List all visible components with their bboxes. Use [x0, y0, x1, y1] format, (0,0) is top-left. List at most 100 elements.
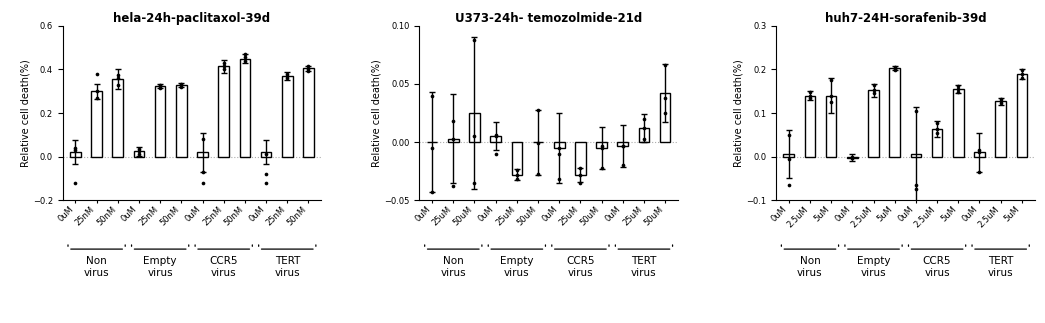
Point	[844, 154, 861, 160]
Point	[88, 71, 104, 76]
Point	[802, 93, 818, 98]
Point	[110, 76, 126, 81]
Point	[423, 145, 440, 151]
Point	[110, 82, 126, 87]
Text: CCR5
virus: CCR5 virus	[923, 256, 951, 278]
Point	[67, 180, 84, 185]
Point	[279, 73, 296, 78]
Point	[487, 132, 504, 138]
Bar	[953, 89, 963, 157]
Bar	[575, 142, 585, 175]
Point	[844, 155, 861, 160]
Point	[802, 95, 818, 100]
Point	[635, 116, 652, 121]
Point	[215, 67, 232, 72]
Point	[131, 146, 147, 151]
Point	[865, 88, 882, 93]
Point	[423, 190, 440, 195]
Point	[781, 132, 797, 138]
Point	[1014, 68, 1030, 73]
Point	[572, 165, 588, 170]
Point	[466, 37, 483, 42]
Bar	[826, 96, 836, 157]
Point	[950, 83, 967, 88]
Point	[802, 89, 818, 95]
Point	[173, 81, 190, 86]
Bar	[282, 76, 293, 157]
Point	[152, 82, 168, 87]
Point	[530, 141, 547, 146]
Point	[614, 163, 631, 168]
Point	[907, 108, 924, 113]
Bar	[805, 96, 815, 157]
Point	[194, 137, 211, 142]
Point	[886, 65, 903, 70]
Point	[865, 91, 882, 96]
Point	[194, 169, 211, 174]
Point	[423, 93, 440, 98]
Bar	[597, 142, 607, 148]
Text: CCR5
virus: CCR5 virus	[209, 256, 238, 278]
Bar	[218, 66, 229, 157]
Point	[258, 172, 275, 177]
Bar	[134, 151, 144, 157]
Text: Non
virus: Non virus	[797, 256, 822, 278]
Text: TERT
virus: TERT virus	[988, 256, 1014, 278]
Point	[466, 134, 483, 139]
Text: Empty
virus: Empty virus	[857, 256, 890, 278]
Bar	[932, 129, 943, 157]
Point	[950, 89, 967, 95]
Bar	[239, 58, 250, 157]
Title: hela-24h-paclitaxol-39d: hela-24h-paclitaxol-39d	[113, 12, 271, 25]
Point	[929, 120, 946, 125]
Point	[572, 180, 588, 185]
Point	[594, 165, 610, 170]
Point	[236, 58, 253, 63]
Point	[886, 68, 903, 73]
Bar	[659, 93, 671, 142]
Point	[822, 99, 839, 105]
Point	[822, 78, 839, 83]
Point	[258, 180, 275, 185]
Text: Empty
virus: Empty virus	[501, 256, 534, 278]
Point	[509, 172, 526, 177]
Point	[487, 134, 504, 139]
Bar	[70, 152, 80, 157]
Point	[822, 93, 839, 98]
Point	[215, 64, 232, 69]
Point	[131, 152, 147, 157]
Bar	[448, 139, 459, 142]
Point	[886, 66, 903, 71]
Point	[950, 87, 967, 92]
Bar	[490, 136, 501, 142]
Point	[258, 152, 275, 157]
Point	[445, 136, 462, 141]
Bar	[638, 128, 649, 142]
Point	[971, 148, 988, 153]
Point	[635, 126, 652, 131]
Bar	[784, 154, 794, 157]
Point	[466, 180, 483, 185]
Bar	[91, 91, 102, 157]
Bar	[974, 152, 984, 157]
Point	[279, 71, 296, 76]
Point	[445, 119, 462, 124]
Point	[236, 55, 253, 60]
Bar	[847, 157, 858, 158]
Point	[572, 172, 588, 177]
Point	[194, 180, 211, 185]
Point	[173, 84, 190, 89]
Y-axis label: Relative cell death(%): Relative cell death(%)	[734, 59, 743, 167]
Point	[614, 143, 631, 148]
Point	[509, 167, 526, 172]
Point	[971, 150, 988, 155]
Bar	[176, 85, 187, 157]
Bar	[303, 68, 313, 157]
Point	[530, 171, 547, 176]
Point	[300, 67, 317, 72]
Bar	[1017, 74, 1027, 157]
Bar	[618, 142, 628, 146]
Text: Non
virus: Non virus	[84, 256, 110, 278]
Point	[487, 151, 504, 156]
Point	[88, 89, 104, 94]
